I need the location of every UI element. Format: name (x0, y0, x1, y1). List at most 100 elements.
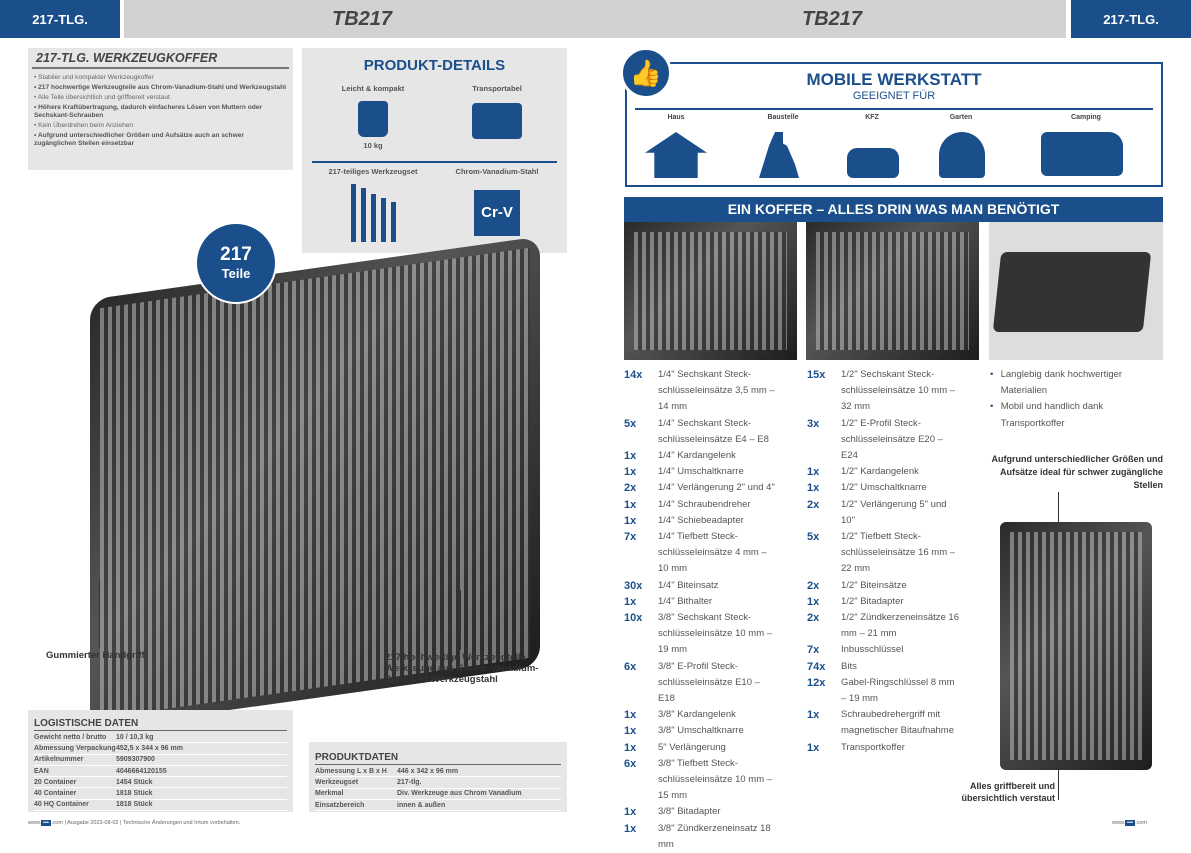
brand-logo: ▪▪▪ (41, 820, 51, 826)
mobile-title: MOBILE WERKSTATT (806, 70, 982, 89)
row-label: Artikelnummer (34, 756, 84, 764)
parts-badge: 217 Teile (195, 222, 277, 304)
item-quantity: 74x (807, 660, 826, 673)
row-label: Werkzeugset (315, 778, 359, 786)
detail-set: 217-teiliges Werkzeugset (308, 167, 438, 242)
item-quantity: 2x (807, 579, 820, 592)
list-item: 2x 1/2" Zündkerzeneinsätze 16 mm – 21 mm (807, 610, 989, 642)
item-quantity: 12x (807, 676, 826, 689)
callout-line (1058, 770, 1059, 800)
list-item: 1x 1/4" Schraubendreher (624, 497, 806, 513)
parts-list-middle: 15x 1/2" Sechskant Steck-schlüsseleinsätz… (807, 367, 989, 756)
garden-icon (939, 132, 985, 178)
construction-worker-icon (759, 132, 799, 178)
item-description: 1/2" Sechskant Steck-schlüsseleinsätze 1… (841, 369, 956, 413)
item-description: 1/2" Umschaltknarre (841, 482, 927, 494)
item-quantity: 15x (807, 369, 826, 381)
item-description: Transportkoffer (841, 741, 905, 753)
item-quantity: 2x (807, 612, 820, 625)
item-description: 1/2" Zündkerzeneinsätze 16 mm – 21 mm (841, 612, 959, 640)
category-label: Baustelle (767, 114, 799, 121)
item-description: 3/8" E-Profil Steck-schlüsseleinsätze E1… (658, 660, 760, 705)
list-item: 12x Gabel-Ringschlüssel 8 mm – 19 mm (807, 675, 989, 707)
item-quantity: 1x (624, 709, 637, 722)
closed-case-photo (989, 222, 1163, 360)
detail-label: Transportabel (472, 84, 522, 93)
detail-light: Leicht & kompakt 10 kg (308, 84, 438, 150)
item-description: Schraubedrehergriff mit magnetischer Bit… (841, 709, 955, 737)
item-quantity: 1x (807, 466, 820, 479)
item-description: 3/8" Umschaltknarre (658, 725, 744, 737)
category-label: Haus (667, 114, 685, 121)
table-row: EAN 4046664120155 (34, 766, 287, 778)
thumbs-up-icon: 👍 (620, 47, 672, 99)
item-quantity: 1x (624, 514, 637, 527)
callout-tools: 217 hochwertige Werkzeugteile Werkzeuge … (385, 652, 539, 685)
item-description: 3/8" Zündkerzeneinsatz 18 mm (658, 822, 771, 850)
category-label: Garten (949, 114, 973, 121)
row-label: Abmessung L x B x H (315, 767, 387, 775)
list-item: 5x 1/4" Sechskant Steck-schlüsseleinsätze… (624, 416, 806, 448)
brand-logo: ▪▪▪ (1125, 820, 1135, 826)
list-item: 14x 1/4" Sechskant Steck-schlüsseleinsätz… (624, 367, 806, 416)
table-row: 40 HQ Container 1818 Stück (34, 800, 287, 812)
detail-label: Leicht & kompakt (341, 84, 405, 93)
product-details-panel: PRODUKT-DETAILS Leicht & kompakt 10 kg T… (302, 48, 567, 253)
list-item: 1x 1/2" Bitadapter (807, 594, 989, 610)
row-value: 1818 Stück (116, 790, 153, 798)
list-item: 1x 1/4" Bithalter (624, 594, 806, 610)
product-details-title: PRODUKT-DETAILS (363, 57, 506, 74)
item-quantity: 1x (624, 498, 637, 511)
detail-weight: 10 kg (363, 141, 383, 150)
detail-label: 217-teiliges Werkzeugset (328, 167, 418, 176)
list-item: 1x 3/8" Bitadapter (624, 804, 806, 820)
list-item: 1x 1/4" Kardangelenk (624, 448, 806, 464)
row-label: Abmessung Verpackung (34, 744, 116, 752)
item-description: 1/2" Verlängerung 5" und 10" (841, 498, 947, 526)
item-description: 3/8" Kardangelenk (658, 709, 736, 721)
intro-bullet: Stabiler und kompakter Werkzeugkoffer (34, 74, 287, 82)
intro-bullet: Kein Überdrehen beim Anziehen (34, 122, 287, 130)
intro-bullet: Aufgrund unterschiedlicher Größen und Au… (34, 132, 287, 148)
callout-organized: Alles griffbereit und übersichtlich vers… (961, 781, 1055, 803)
item-quantity: 1x (624, 725, 637, 738)
list-item: 6x 3/8" Tiefbett Steck-schlüsseleinsätze … (624, 756, 806, 805)
item-quantity: 14x (624, 369, 643, 381)
list-item: 1x 1/2" Kardangelenk (807, 464, 989, 480)
list-item: 15x 1/2" Sechskant Steck-schlüsseleinsätz… (807, 367, 989, 416)
feature-item: Langlebig dank hochwertiger Materialien (1000, 369, 1123, 397)
product-data-title: PRODUKTDATEN (315, 752, 561, 765)
tools-tray-photo (806, 222, 979, 360)
item-quantity: 1x (807, 741, 820, 754)
item-description: 1/2" E-Profil Steck-schlüsseleinsätze E2… (841, 417, 943, 462)
row-label: Gewicht netto / brutto (34, 733, 107, 741)
item-quantity: 1x (624, 822, 637, 835)
item-description: 1/4" Kardangelenk (658, 450, 736, 462)
row-label: 20 Container (34, 778, 77, 786)
list-item: 6x 3/8" E-Profil Steck-schlüsseleinsätze … (624, 659, 806, 708)
mobile-workshop-panel: MOBILE WERKSTATT GEEIGNET FÜR Haus Baust… (625, 62, 1163, 187)
row-label: Einsatzbereich (315, 801, 365, 809)
list-item: 3x 1/2" E-Profil Steck-schlüsseleinsätze … (807, 416, 989, 465)
item-description: 1/4" Sechskant Steck-schlüsseleinsätze 3… (658, 369, 775, 413)
item-description: 1/4" Sechskant Steck-schlüsseleinsätze E… (658, 417, 769, 445)
list-item: 30x 1/4" Biteinsatz (624, 578, 806, 594)
item-quantity: 2x (624, 482, 637, 495)
header-title-right: TB217 (802, 8, 863, 30)
list-item: 7x Inbusschlüssel (807, 642, 989, 658)
table-row: Gewicht netto / brutto 10 / 10,3 kg (34, 732, 287, 744)
row-value: innen & außen (397, 801, 446, 809)
row-value: 10 / 10,3 kg (116, 733, 154, 741)
item-description: 1/4" Biteinsatz (658, 579, 719, 591)
item-quantity: 7x (807, 644, 820, 657)
row-value: 1454 Stück (116, 778, 153, 786)
table-row: 20 Container 1454 Stück (34, 777, 287, 789)
detail-transport: Transportabel (432, 84, 562, 139)
footer-left: www. ▪▪▪ .com | Ausgabe 2023-08-02 | Techn… (28, 820, 241, 826)
row-value: 4046664120155 (116, 767, 167, 775)
screwdrivers-icon (308, 184, 438, 242)
toolbox-icon (472, 103, 522, 139)
item-description: Bits (841, 660, 857, 672)
row-value: 217-tlg. (397, 778, 422, 786)
list-item: 5x 1/2" Tiefbett Steck-schlüsseleinsätze … (807, 529, 989, 578)
